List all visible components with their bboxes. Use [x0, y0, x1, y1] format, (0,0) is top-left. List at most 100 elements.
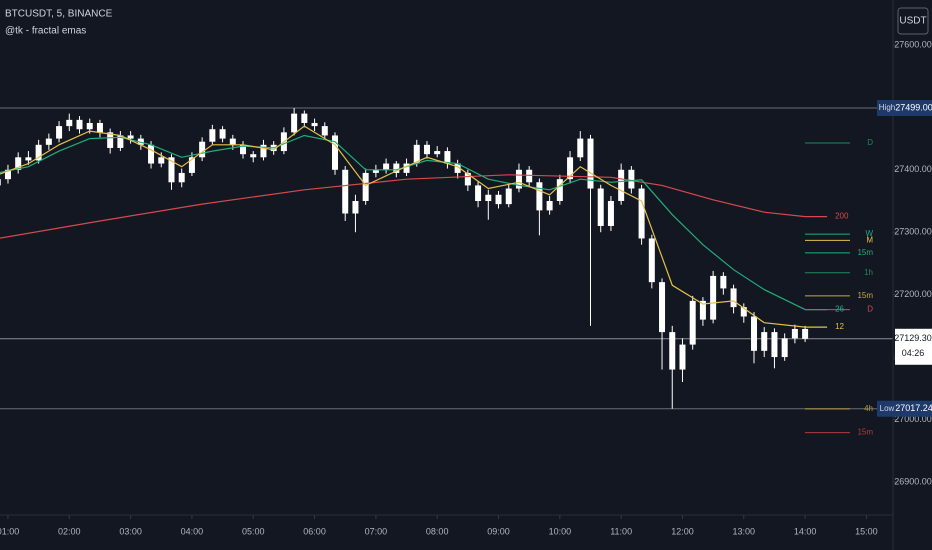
candle-body: [638, 188, 645, 239]
level-label: 15m: [857, 291, 873, 300]
candle-body: [495, 194, 502, 205]
x-tick-label: 02:00: [58, 526, 81, 536]
badge-value: [897, 99, 932, 116]
ema-label: 26: [835, 305, 844, 314]
level-label: 4h: [864, 404, 873, 413]
level-label: 1h: [864, 268, 873, 277]
candle-body: [76, 119, 83, 130]
badge-value: [897, 400, 932, 417]
candle-body: [423, 144, 430, 155]
candle-body: [689, 300, 696, 345]
candle-body: [209, 129, 216, 142]
candle-body: [577, 138, 584, 158]
x-tick-label: 08:00: [426, 526, 449, 536]
candle-body: [260, 144, 267, 158]
candle-body: [291, 113, 298, 133]
currency-button[interactable]: [897, 7, 929, 35]
candle-body: [556, 179, 563, 202]
candle-body: [311, 122, 318, 127]
candle-body: [802, 328, 809, 339]
x-tick-label: 09:00: [487, 526, 510, 536]
candle-body: [740, 307, 747, 317]
candle-body: [107, 132, 114, 148]
candle-body: [372, 169, 379, 173]
candle-body: [515, 169, 522, 189]
candle-body: [464, 172, 471, 186]
candle-body: [219, 129, 226, 139]
x-tick-label: 07:00: [365, 526, 388, 536]
candle-body: [168, 157, 175, 183]
candle-body: [751, 316, 758, 351]
candle-body: [710, 275, 717, 320]
last-price-box: [895, 328, 932, 365]
candle-body: [403, 163, 410, 173]
candle-body: [301, 113, 308, 123]
badge-value-label: 27499.00: [895, 102, 932, 112]
candle-body: [434, 151, 441, 155]
level-label: 15m: [857, 428, 873, 437]
y-tick-label: 26900.00: [894, 476, 932, 486]
candle-body: [250, 154, 257, 158]
level-label: D: [867, 305, 873, 314]
candle-body: [505, 188, 512, 205]
candle-body: [526, 169, 533, 183]
level-label: W: [865, 229, 873, 238]
plot-area: [0, 107, 893, 434]
badge-tag: [877, 99, 897, 116]
level-label: 15m: [857, 248, 873, 257]
x-tick-label: 03:00: [119, 526, 142, 536]
x-tick-label: 05:00: [242, 526, 265, 536]
candle-body: [485, 194, 492, 202]
candle-body: [618, 169, 625, 202]
candle-body: [781, 338, 788, 358]
candle-body: [352, 201, 359, 214]
x-tick-label: 04:00: [181, 526, 204, 536]
candle-body: [546, 201, 553, 211]
candle-body: [720, 275, 727, 289]
candle-body: [158, 157, 165, 164]
candle-body: [413, 144, 420, 164]
candle-body: [342, 169, 349, 214]
x-tick-label: 10:00: [549, 526, 572, 536]
candle-body: [56, 126, 63, 139]
badge-tag: [877, 400, 897, 417]
candle-body: [86, 122, 93, 130]
y-tick-label: 27000.00: [894, 414, 932, 424]
x-tick-label: 14:00: [794, 526, 817, 536]
candle-body: [679, 344, 686, 370]
x-tick-label: 12:00: [671, 526, 694, 536]
indicator-title: @tk - fractal emas: [5, 26, 86, 37]
ema-label: 200: [835, 212, 849, 221]
candle-body: [383, 163, 390, 170]
badge-value-label: 27017.24: [895, 403, 932, 413]
y-tick-label: 27300.00: [894, 227, 932, 237]
candle-body: [229, 138, 236, 145]
candle-body: [117, 135, 124, 148]
level-label: D: [867, 138, 873, 147]
currency-label[interactable]: USDT: [899, 16, 926, 27]
ema-line: [0, 125, 806, 328]
candle-body: [96, 122, 103, 133]
candle-body: [669, 332, 676, 370]
candle-body: [699, 300, 706, 320]
candle-body: [607, 201, 614, 226]
symbol-title: BTCUSDT, 5, BINANCE: [5, 9, 113, 20]
candle-body: [771, 332, 778, 358]
badges: High 27499.00 Low 27017.24 27129.30 04:26: [877, 99, 932, 417]
candle-body: [454, 163, 461, 173]
candle-body: [587, 138, 594, 189]
candle-body: [761, 332, 768, 351]
candle-body: [4, 169, 11, 180]
candle-body: [178, 172, 185, 183]
badge-tag-label: High: [879, 103, 895, 112]
candle-body: [148, 144, 155, 164]
y-tick-label: 27600.00: [894, 39, 932, 49]
candle-body: [25, 157, 32, 161]
candle-body: [628, 169, 635, 189]
x-tick-label: 01:00: [0, 526, 19, 536]
candle-body: [475, 185, 482, 202]
candle-body: [536, 182, 543, 211]
ema-label: 12: [835, 322, 844, 331]
